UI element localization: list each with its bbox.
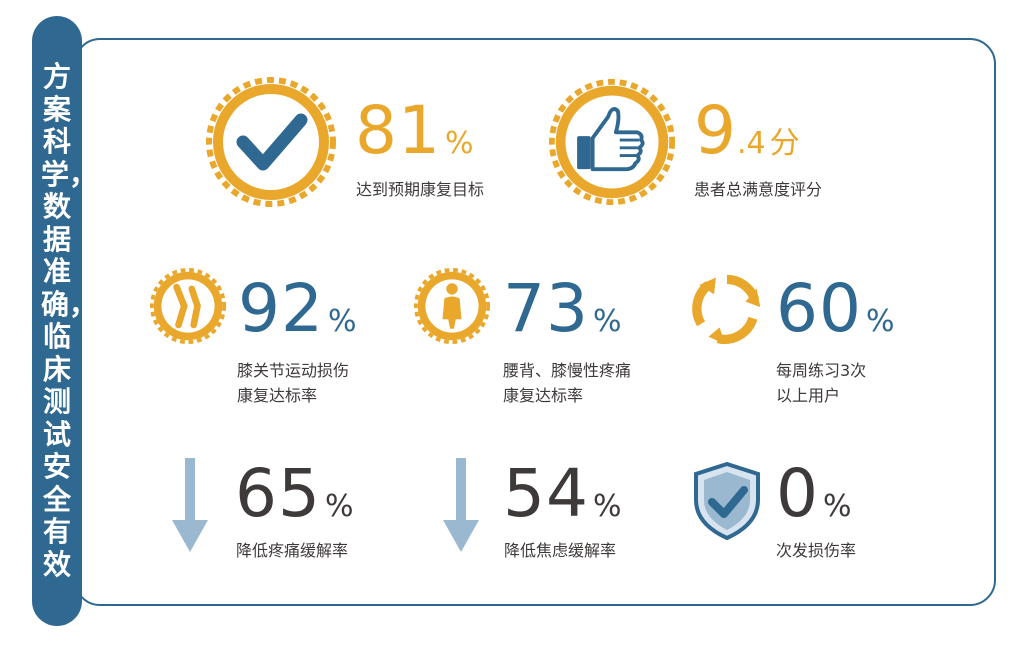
rating-label: 患者总满意度评分 bbox=[694, 180, 823, 199]
anxiety-number: 54 bbox=[503, 455, 589, 532]
down-arrow-icon bbox=[172, 458, 208, 552]
thumbs-up-seal-icon bbox=[548, 78, 676, 206]
down-arrow-icon bbox=[443, 458, 479, 552]
reinjury-suffix: % bbox=[823, 489, 852, 524]
weekly-label-line1: 每周练习3次 bbox=[776, 361, 867, 380]
pain-number: 65 bbox=[235, 455, 321, 532]
knee-number: 92 bbox=[238, 270, 324, 347]
stat-back-value: 73% bbox=[503, 270, 622, 347]
stat-goal-value: 81% bbox=[355, 92, 474, 169]
back-label-line2: 康复达标率 bbox=[503, 386, 584, 405]
stat-weekly-value: 60% bbox=[776, 270, 895, 347]
side-title-tab: 方案科学，数据准确，临床测试安全有效 bbox=[32, 16, 98, 626]
reinjury-label: 次发损伤率 bbox=[776, 541, 857, 560]
reinjury-number: 0 bbox=[776, 455, 819, 532]
back-label-line1: 腰背、膝慢性疼痛 bbox=[503, 361, 632, 380]
back-pain-icon bbox=[414, 268, 490, 344]
stat-rating-value: 9.4 分 bbox=[694, 92, 800, 169]
shield-check-icon bbox=[694, 462, 760, 540]
rating-dec: .4 bbox=[737, 126, 766, 161]
weekly-suffix: % bbox=[865, 304, 895, 339]
pain-suffix: % bbox=[324, 489, 354, 524]
cycle-arrows-icon bbox=[692, 274, 761, 345]
goal-label: 达到预期康复目标 bbox=[356, 180, 485, 199]
knee-label-line1: 膝关节运动损伤 bbox=[237, 361, 350, 380]
checkmark-seal-icon bbox=[206, 77, 336, 207]
pain-label: 降低疼痛缓解率 bbox=[236, 541, 349, 560]
stat-reinjury-value: 0% bbox=[776, 455, 852, 532]
knee-label-line2: 康复达标率 bbox=[237, 386, 318, 405]
back-number: 73 bbox=[503, 270, 589, 347]
knee-joint-icon bbox=[150, 268, 226, 344]
anxiety-suffix: % bbox=[592, 489, 622, 524]
rating-int: 9 bbox=[694, 92, 737, 169]
goal-suffix: % bbox=[444, 126, 474, 161]
weekly-label-line2: 以上用户 bbox=[776, 386, 841, 405]
weekly-number: 60 bbox=[776, 270, 862, 347]
stat-knee-value: 92% bbox=[238, 270, 357, 347]
back-suffix: % bbox=[592, 304, 622, 339]
rating-suffix: 分 bbox=[769, 126, 800, 161]
stat-anxiety-value: 54% bbox=[503, 455, 622, 532]
stat-pain-value: 65% bbox=[235, 455, 354, 532]
anxiety-label: 降低焦虑缓解率 bbox=[504, 541, 617, 560]
goal-number: 81 bbox=[355, 92, 441, 169]
side-title: 方案科学，数据准确，临床测试安全有效 bbox=[41, 60, 98, 581]
knee-suffix: % bbox=[327, 304, 357, 339]
